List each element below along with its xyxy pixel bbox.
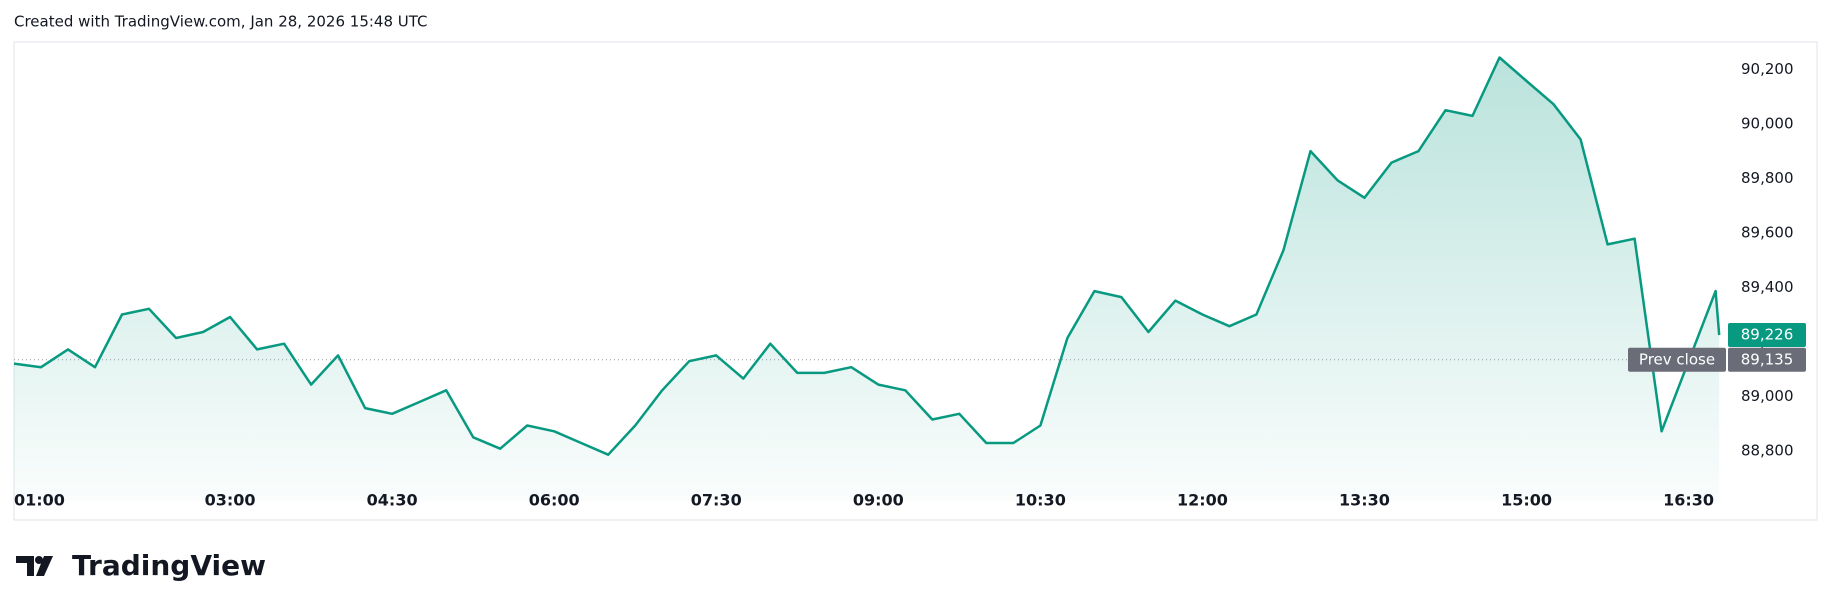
y-tick-label: 89,800: [1741, 169, 1794, 187]
prev-close-name: Prev close: [1639, 350, 1715, 368]
y-tick-label: 90,000: [1741, 114, 1794, 132]
last-price-badge: [1728, 322, 1806, 347]
area: [14, 57, 1720, 501]
prev-close-badge: [1728, 347, 1806, 372]
header: Created with TradingView.com, Jan 28, 20…: [14, 13, 428, 31]
last-price-label: 89,226: [1741, 325, 1794, 343]
y-tick-label: 88,800: [1741, 442, 1794, 460]
y-tick-label: 89,400: [1741, 278, 1794, 296]
line: [13, 56, 1721, 456]
frame: [13, 41, 1818, 521]
y-tick-label: 90,200: [1741, 60, 1794, 78]
y-tick-label: 89,600: [1741, 223, 1794, 241]
prev-close-name-badge: [1628, 347, 1726, 372]
y-tick-label: 89,000: [1741, 387, 1794, 405]
prev-close-value: 89,135: [1741, 350, 1794, 368]
logo: [16, 556, 53, 576]
brand: TradingView: [72, 549, 266, 582]
